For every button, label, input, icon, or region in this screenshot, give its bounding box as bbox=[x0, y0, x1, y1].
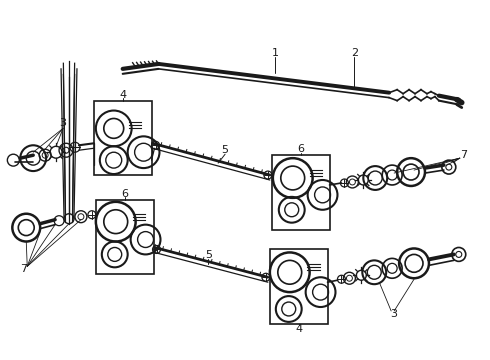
Bar bbox=[96, 200, 153, 274]
Bar bbox=[94, 100, 151, 175]
Text: 5: 5 bbox=[205, 251, 212, 260]
Text: 5: 5 bbox=[221, 145, 229, 155]
Text: 7: 7 bbox=[20, 264, 27, 274]
Text: 4: 4 bbox=[295, 324, 302, 334]
Text: 7: 7 bbox=[460, 150, 467, 160]
Text: 6: 6 bbox=[121, 189, 128, 199]
Text: 2: 2 bbox=[351, 48, 358, 58]
Text: 3: 3 bbox=[60, 118, 67, 129]
Text: 3: 3 bbox=[391, 309, 398, 319]
Bar bbox=[272, 155, 329, 230]
Bar bbox=[270, 249, 327, 324]
Text: 4: 4 bbox=[119, 90, 126, 100]
Text: 6: 6 bbox=[297, 144, 304, 154]
Text: 1: 1 bbox=[271, 48, 278, 58]
